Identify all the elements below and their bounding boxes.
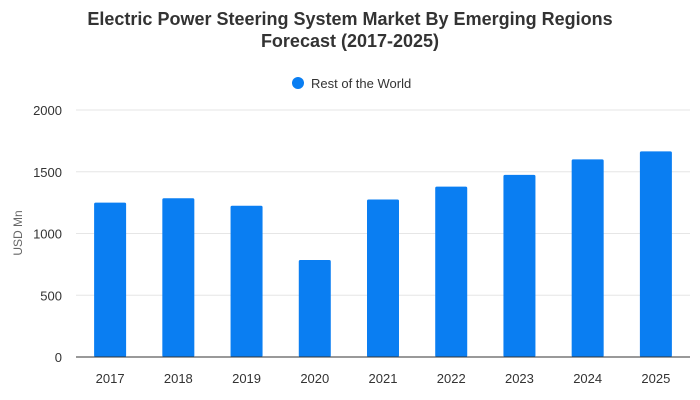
y-tick-label: 1500	[33, 165, 62, 180]
y-tick-label: 500	[40, 288, 62, 303]
x-tick-label: 2025	[641, 371, 670, 386]
y-tick-label: 0	[55, 350, 62, 365]
x-tick-label: 2023	[505, 371, 534, 386]
bar-2017[interactable]	[94, 202, 127, 357]
bar-2025[interactable]	[639, 151, 672, 357]
x-tick-label: 2019	[232, 371, 261, 386]
x-tick-label: 2021	[369, 371, 398, 386]
legend-label: Rest of the World	[311, 76, 411, 91]
y-tick-label: 2000	[33, 103, 62, 118]
bar-2021[interactable]	[367, 199, 399, 357]
y-tick-label: 1000	[33, 227, 62, 242]
bar-2018[interactable]	[162, 198, 195, 357]
y-axis-title: USD Mn	[11, 210, 25, 255]
x-tick-label: 2024	[573, 371, 602, 386]
chart-title-line-2: Forecast (2017-2025)	[260, 31, 440, 51]
legend-marker	[292, 77, 304, 89]
chart-title: Electric Power Steering System Market By…	[0, 8, 700, 52]
x-tick-label: 2022	[437, 371, 466, 386]
x-axis-ticks: 2017 2018 2019 2020 2021 2022 2023 2024 2025	[96, 371, 671, 386]
legend[interactable]: Rest of the World	[292, 76, 411, 91]
bar-2024[interactable]	[571, 159, 604, 357]
y-axis-ticks: 0 500 1000 1500 2000	[33, 103, 62, 365]
bars	[94, 151, 672, 357]
x-tick-label: 2017	[96, 371, 125, 386]
bar-2020[interactable]	[298, 260, 331, 357]
x-tick-label: 2018	[164, 371, 193, 386]
bar-2019[interactable]	[230, 205, 263, 357]
x-tick-label: 2020	[300, 371, 329, 386]
bar-2022[interactable]	[435, 186, 468, 357]
chart-title-line-1: Electric Power Steering System Market By…	[87, 9, 613, 29]
bar-2023[interactable]	[503, 174, 536, 357]
